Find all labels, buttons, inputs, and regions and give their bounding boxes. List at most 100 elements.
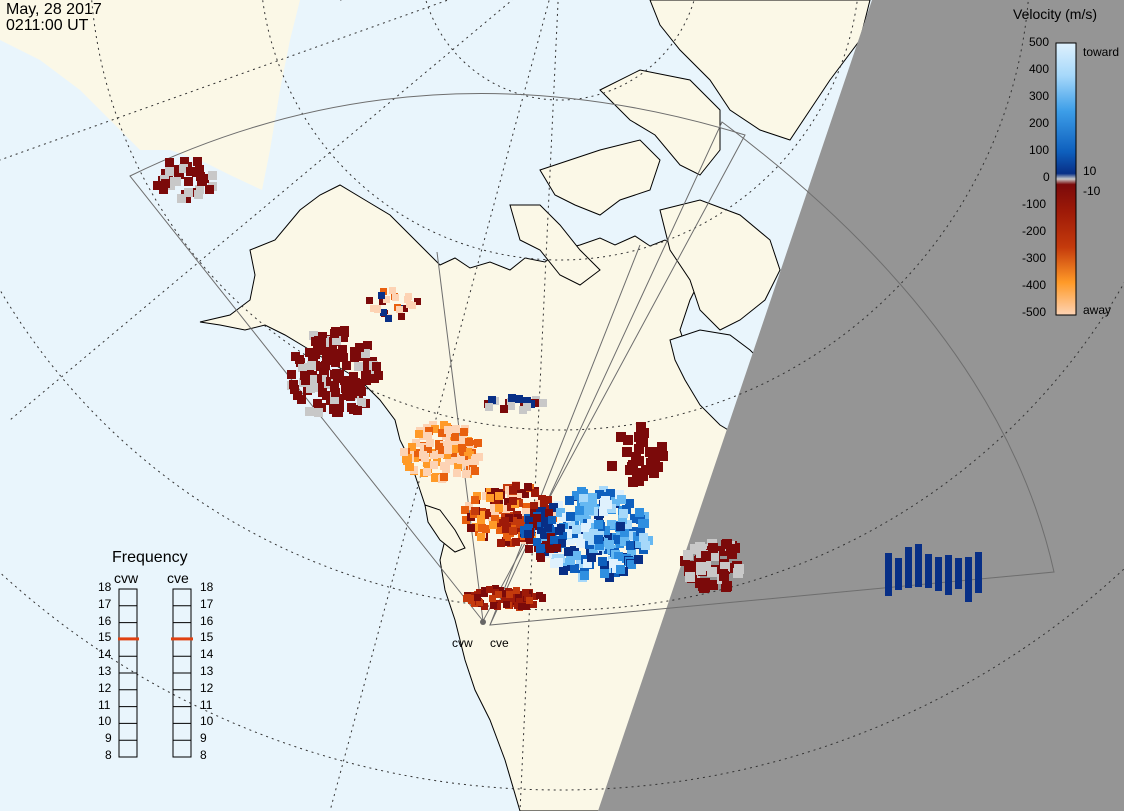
- echo-cell: [467, 524, 475, 532]
- echo-cell: [525, 545, 533, 553]
- echo-cell: [444, 426, 452, 434]
- echo-cell: [521, 490, 529, 498]
- echo-cell: [524, 483, 532, 491]
- frequency-tick-label: 13: [98, 664, 112, 678]
- radar-site-cvw-label: cvw: [452, 636, 473, 650]
- echo-cell: [541, 519, 549, 527]
- echo-cell: [392, 294, 399, 301]
- echo-cell: [594, 535, 603, 544]
- frequency-legend-title: Frequency: [112, 549, 188, 566]
- echo-cell: [588, 493, 597, 502]
- echo-cell: [522, 589, 529, 596]
- fov-cve: [489, 121, 1055, 626]
- echo-cell: [530, 502, 538, 510]
- echo-cell: [495, 492, 503, 500]
- echo-cell: [350, 353, 359, 362]
- echo-cell: [339, 353, 348, 362]
- echo-cell: [489, 521, 497, 529]
- freq-radar-cve-label: cve: [167, 570, 189, 586]
- echo-cell: [458, 444, 466, 452]
- echo-cell: [554, 558, 563, 567]
- echo-cell: [701, 551, 711, 561]
- frequency-tick-label: 15: [98, 630, 112, 645]
- echo-cell: [186, 167, 195, 176]
- echo-cell: [925, 554, 932, 588]
- echo-cell: [589, 529, 598, 538]
- frequency-tick-label: 17: [200, 596, 214, 611]
- echo-cell: [380, 288, 387, 295]
- echo-cell: [640, 519, 649, 528]
- echo-cell: [330, 395, 339, 404]
- echo-cell: [607, 461, 617, 471]
- echo-cell: [580, 571, 589, 580]
- echo-cell: [658, 451, 668, 461]
- echo-cell: [606, 489, 615, 498]
- fov-cvw: [129, 93, 746, 622]
- echo-cell: [472, 523, 480, 531]
- echo-cell: [414, 449, 422, 457]
- radar-site-marker: [480, 619, 486, 625]
- echo-cell: [513, 587, 520, 594]
- echo-cell: [503, 601, 510, 608]
- echo-cell: [161, 179, 170, 188]
- echo-cell: [625, 499, 634, 508]
- echo-cell: [494, 603, 501, 610]
- echo-cell: [635, 539, 644, 548]
- echo-cell: [945, 555, 952, 595]
- echo-cell: [588, 499, 597, 508]
- echo-cell: [356, 379, 365, 388]
- echo-cell: [330, 380, 339, 389]
- echo-cell: [533, 514, 541, 522]
- echo-cell: [635, 508, 644, 517]
- echo-cell: [565, 496, 574, 505]
- echo-cell: [374, 371, 383, 380]
- echo-cell: [603, 500, 612, 509]
- threshold-positive-label: 10: [1083, 164, 1097, 178]
- echo-cell: [193, 157, 202, 166]
- frequency-tick-label: 10: [200, 714, 214, 729]
- echo-cell: [342, 361, 351, 370]
- echo-cell: [641, 465, 651, 475]
- echo-cell: [617, 495, 626, 504]
- echo-cell: [720, 562, 730, 572]
- echo-cell: [153, 181, 162, 190]
- echo-cell: [576, 559, 585, 568]
- echo-cell: [556, 508, 565, 517]
- echo-cell: [474, 594, 481, 601]
- echo-cell: [366, 297, 373, 304]
- echo-cell: [184, 188, 193, 197]
- echo-cell: [305, 366, 314, 375]
- echo-cell: [349, 372, 358, 381]
- echo-cell: [311, 350, 320, 359]
- echo-cell: [559, 566, 568, 575]
- frequency-tick-label: 17: [98, 596, 112, 611]
- radar-echo-cells: [153, 157, 982, 611]
- echo-cell: [361, 349, 370, 358]
- echo-cell: [340, 376, 349, 385]
- echo-cell: [540, 500, 548, 508]
- echo-cell: [627, 560, 636, 569]
- echo-cell: [502, 538, 510, 546]
- echo-cell: [649, 468, 659, 478]
- echo-cell: [504, 498, 512, 506]
- echo-cell: [342, 391, 351, 400]
- echo-cell: [380, 309, 387, 316]
- echo-cell: [314, 408, 323, 417]
- echo-cell: [408, 443, 416, 451]
- echo-cell: [657, 442, 667, 452]
- echo-cell: [575, 506, 584, 515]
- echo-cell: [389, 287, 396, 294]
- frequency-tick-label: 18: [98, 580, 112, 594]
- echo-cell: [508, 596, 515, 603]
- echo-cell: [965, 557, 972, 602]
- echo-cell: [430, 451, 438, 459]
- echo-cell: [317, 403, 326, 412]
- echo-cell: [363, 359, 372, 368]
- echo-cell: [208, 171, 217, 180]
- echo-cell: [719, 571, 729, 581]
- echo-cell: [623, 435, 633, 445]
- frequency-tick-label: 14: [98, 647, 112, 662]
- frequency-tick-label: 12: [200, 680, 214, 695]
- echo-cell: [622, 447, 632, 457]
- echo-cell: [322, 391, 331, 400]
